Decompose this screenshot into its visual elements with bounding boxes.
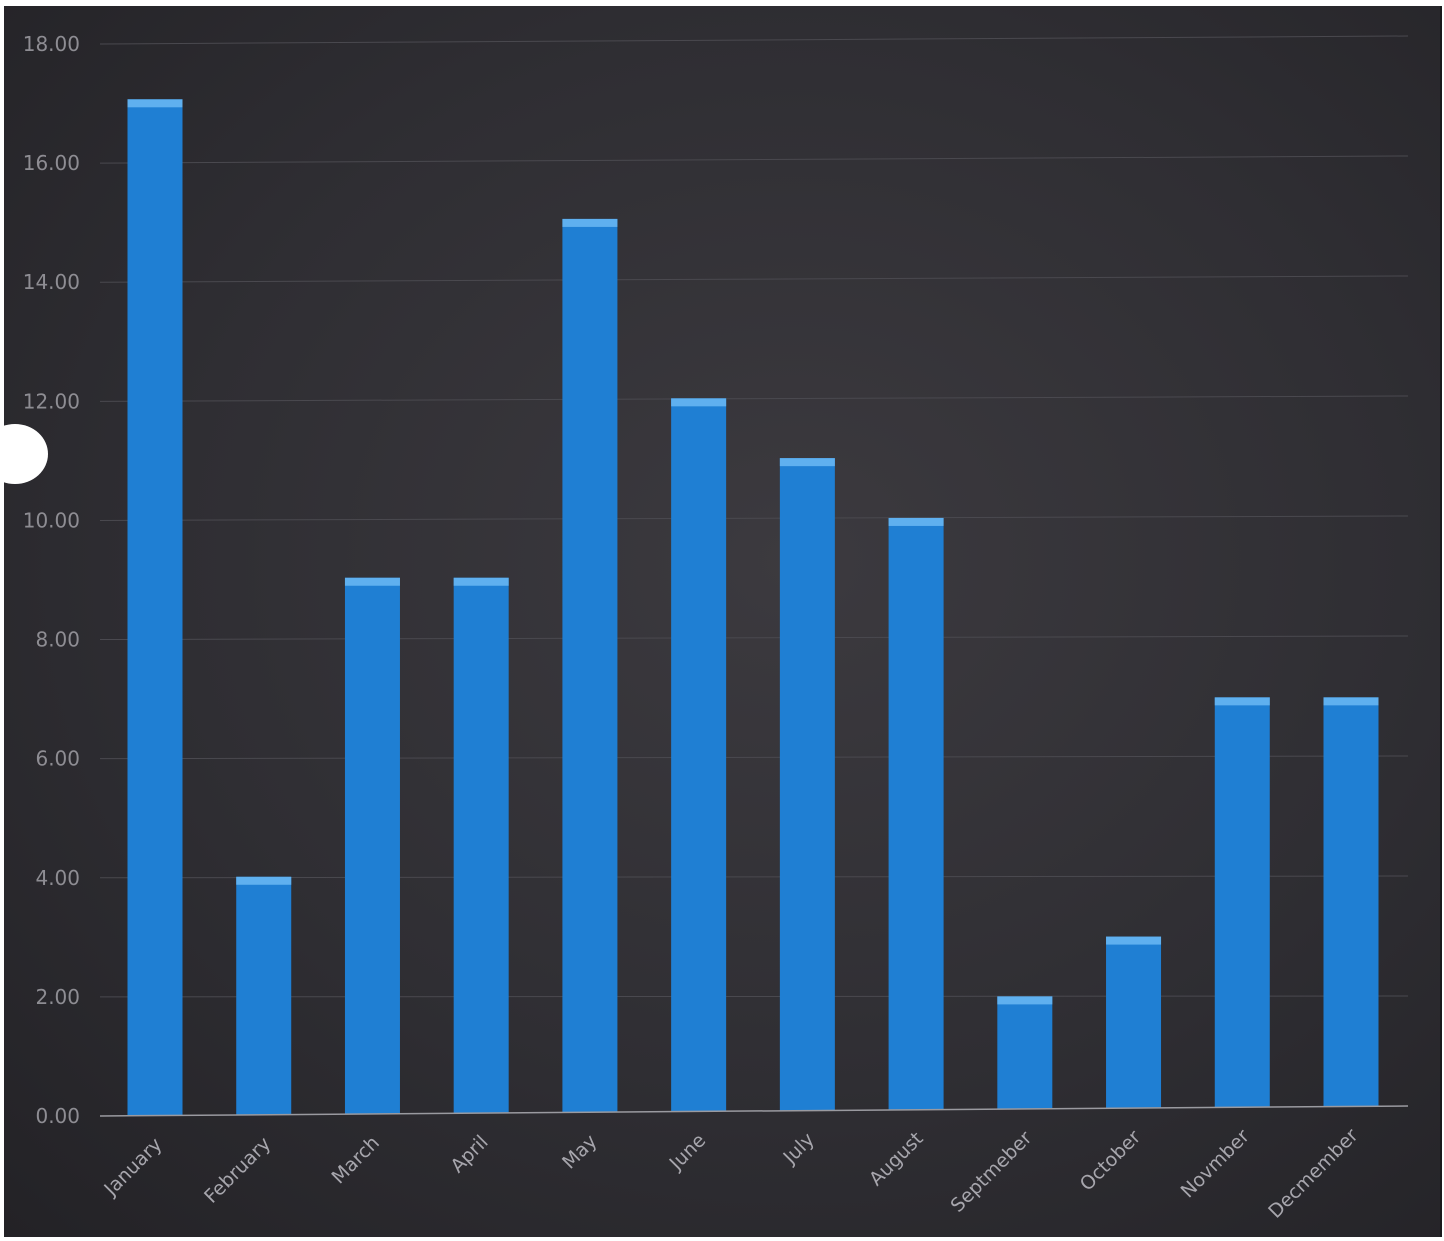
y-tick-label: 2.00 — [35, 985, 80, 1009]
x-axis-labels: January February March April May June July Augu… — [99, 1124, 1362, 1222]
bar-top-may — [562, 218, 618, 227]
x-category-label: February — [200, 1133, 275, 1208]
bar-top-january — [127, 99, 183, 108]
y-tick-label: 4.00 — [35, 866, 80, 890]
gridline — [99, 515, 1409, 521]
y-tick-label: 12.00 — [23, 389, 80, 413]
bar-top-july — [779, 458, 835, 467]
bar-january — [127, 99, 183, 1116]
x-category-label: Novmber — [1177, 1125, 1254, 1202]
bar-october — [1106, 936, 1162, 1109]
x-category-label: July — [778, 1129, 818, 1169]
bar-top-decmember — [1323, 697, 1379, 706]
x-category-label: August — [865, 1128, 928, 1191]
bar-june — [671, 398, 727, 1112]
x-axis-line — [99, 1105, 1409, 1117]
gridline — [99, 875, 1409, 879]
bar-top-february — [236, 876, 292, 885]
gridline — [99, 395, 1409, 402]
bar-top-june — [671, 398, 727, 407]
x-category-label: May — [558, 1130, 601, 1173]
x-category-label: March — [327, 1132, 384, 1189]
bar-septmeber — [997, 996, 1053, 1109]
bar-novmber — [1214, 697, 1270, 1108]
y-tick-label: 16.00 — [23, 151, 80, 175]
y-tick-label: 8.00 — [35, 628, 80, 652]
x-category-label: January — [99, 1134, 166, 1201]
bar-top-novmber — [1214, 697, 1270, 706]
y-axis-ticks: 0.00 2.00 4.00 6.00 8.00 10.00 12.00 14.00 16.00… — [23, 32, 80, 1128]
x-category-label: June — [665, 1129, 711, 1175]
gridline — [99, 155, 1409, 164]
bar-top-august — [888, 517, 944, 526]
bar-top-october — [1106, 936, 1162, 945]
y-tick-label: 10.00 — [23, 508, 80, 532]
gridline — [99, 635, 1409, 641]
bar-february — [236, 876, 292, 1115]
gridlines — [99, 35, 1409, 998]
x-category-label: April — [446, 1131, 492, 1177]
x-category-label: Decmember — [1264, 1124, 1362, 1222]
gridline — [99, 35, 1409, 45]
y-tick-label: 0.00 — [35, 1104, 80, 1128]
bar-may — [562, 218, 618, 1113]
bar-july — [779, 458, 835, 1111]
bar-april — [453, 577, 509, 1114]
bar-august — [888, 517, 944, 1110]
y-tick-label: 6.00 — [35, 747, 80, 771]
y-tick-label: 18.00 — [23, 32, 80, 56]
gridline — [99, 995, 1409, 998]
bar-march — [344, 577, 400, 1114]
bars — [127, 99, 1379, 1116]
gridline — [99, 755, 1409, 760]
gridline — [99, 275, 1409, 283]
bar-decmember — [1323, 697, 1379, 1107]
bar-top-march — [344, 577, 400, 586]
bar-top-septmeber — [997, 996, 1053, 1005]
x-category-label: October — [1076, 1126, 1145, 1195]
bar-top-april — [453, 577, 509, 586]
y-tick-label: 14.00 — [23, 270, 80, 294]
x-category-label: Septmeber — [947, 1127, 1037, 1217]
